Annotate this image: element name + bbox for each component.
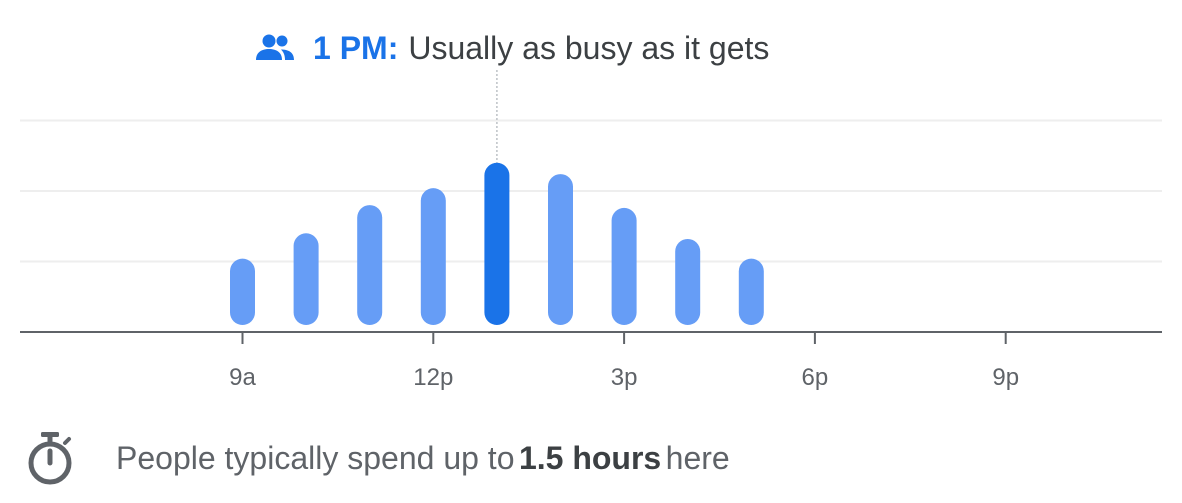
x-tick-label-9p: 9p — [992, 364, 1019, 391]
visit-duration-info: People typically spend up to 1.5 hours h… — [24, 428, 730, 488]
x-tick-label-12p: 12p — [413, 364, 453, 391]
selected-hour-label: 1 PM — [313, 29, 388, 66]
bar-hour-13[interactable] — [484, 162, 510, 325]
busyness-description: Usually as busy as it gets — [408, 29, 770, 66]
bar-hour-17[interactable] — [738, 258, 764, 325]
bar-hour-15[interactable] — [611, 207, 637, 325]
header-separator: : — [387, 29, 399, 66]
popular-times-chart: 9a 12p 3p 6p 9p — [20, 70, 1162, 391]
timer-icon — [28, 432, 72, 485]
duration-suffix: here — [665, 439, 730, 476]
bar-hour-16[interactable] — [675, 238, 701, 325]
duration-prefix: People typically spend up to — [116, 439, 515, 476]
bar-hour-14[interactable] — [548, 174, 573, 325]
x-tick-label-3p: 3p — [611, 364, 638, 391]
live-status-header: 1 PM : Usually as busy as it gets — [255, 26, 769, 70]
bar-hour-9[interactable] — [230, 258, 255, 325]
bar-hour-12[interactable] — [420, 188, 446, 325]
bar-hour-10[interactable] — [293, 233, 319, 325]
bar-hour-11[interactable] — [357, 205, 383, 325]
x-tick-label-9a: 9a — [229, 364, 256, 391]
x-tick-label-6p: 6p — [802, 364, 829, 391]
people-icon — [256, 34, 294, 60]
duration-value: 1.5 hours — [518, 439, 662, 476]
